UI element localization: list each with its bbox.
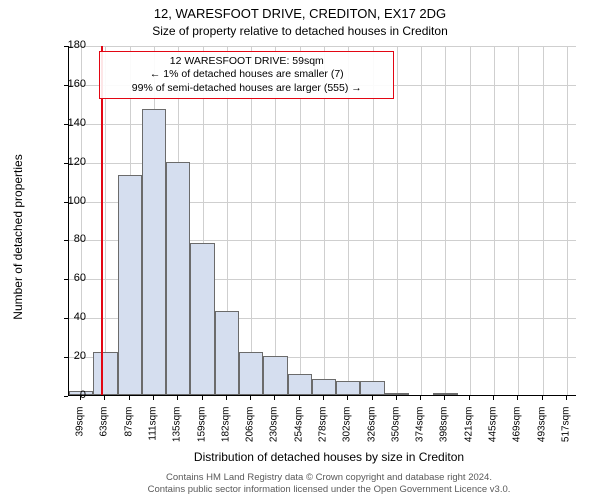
x-tick-label: 398sqm (439, 407, 450, 457)
y-tick-label: 40 (56, 311, 86, 323)
x-tick-mark (396, 396, 397, 400)
plot-area: 12 WARESFOOT DRIVE: 59sqm← 1% of detache… (68, 46, 576, 396)
y-tick-label: 180 (56, 39, 86, 51)
x-tick-mark (493, 396, 494, 400)
y-axis-label: Number of detached properties (11, 57, 25, 417)
x-tick-label: 135sqm (172, 407, 183, 457)
histogram-bar (263, 356, 287, 395)
y-tick-label: 160 (56, 78, 86, 90)
x-tick-mark (177, 396, 178, 400)
annotation-box: 12 WARESFOOT DRIVE: 59sqm← 1% of detache… (99, 51, 394, 98)
gridline-v (421, 46, 422, 395)
gridline-v (543, 46, 544, 395)
y-tick-mark (64, 396, 68, 397)
histogram-bar (433, 393, 457, 395)
y-tick-mark (64, 357, 68, 358)
y-tick-mark (64, 46, 68, 47)
x-tick-label: 182sqm (220, 407, 231, 457)
histogram-bar (166, 162, 190, 395)
gridline-v (81, 46, 82, 395)
x-tick-label: 230sqm (269, 407, 280, 457)
x-tick-mark (517, 396, 518, 400)
x-tick-label: 469sqm (512, 407, 523, 457)
x-tick-label: 445sqm (488, 407, 499, 457)
x-tick-mark (250, 396, 251, 400)
x-tick-mark (420, 396, 421, 400)
gridline-v (518, 46, 519, 395)
annotation-line: 99% of semi-detached houses are larger (… (106, 82, 387, 95)
y-tick-mark (64, 240, 68, 241)
gridline-v (445, 46, 446, 395)
histogram-bar (312, 379, 336, 395)
gridline-v (397, 46, 398, 395)
x-tick-label: 374sqm (415, 407, 426, 457)
x-tick-label: 111sqm (148, 407, 159, 457)
y-tick-label: 100 (56, 195, 86, 207)
footer-line-1: Contains HM Land Registry data © Crown c… (166, 472, 492, 483)
gridline-v (494, 46, 495, 395)
x-tick-label: 206sqm (245, 407, 256, 457)
chart-title: 12, WARESFOOT DRIVE, CREDITON, EX17 2DG (0, 6, 600, 21)
histogram-bar (385, 393, 409, 395)
x-tick-mark (226, 396, 227, 400)
x-tick-mark (274, 396, 275, 400)
footer-attribution: Contains HM Land Registry data © Crown c… (68, 472, 590, 496)
y-tick-mark (64, 124, 68, 125)
chart-subtitle: Size of property relative to detached ho… (0, 24, 600, 38)
x-tick-mark (80, 396, 81, 400)
y-tick-mark (64, 85, 68, 86)
y-tick-label: 120 (56, 156, 86, 168)
x-tick-label: 421sqm (463, 407, 474, 457)
x-tick-mark (104, 396, 105, 400)
y-tick-label: 60 (56, 272, 86, 284)
histogram-bar (118, 175, 142, 395)
x-tick-label: 493sqm (536, 407, 547, 457)
x-tick-label: 278sqm (318, 407, 329, 457)
annotation-line: ← 1% of detached houses are smaller (7) (106, 68, 387, 81)
y-tick-label: 20 (56, 350, 86, 362)
histogram-bar (288, 374, 312, 395)
histogram-bar (142, 109, 166, 395)
x-tick-mark (444, 396, 445, 400)
histogram-bar (190, 243, 214, 395)
x-tick-label: 326sqm (366, 407, 377, 457)
x-tick-mark (153, 396, 154, 400)
x-tick-mark (323, 396, 324, 400)
x-tick-label: 63sqm (99, 407, 110, 457)
y-tick-mark (64, 202, 68, 203)
histogram-bar (93, 352, 117, 395)
y-tick-mark (64, 279, 68, 280)
x-tick-mark (202, 396, 203, 400)
y-tick-label: 0 (56, 389, 86, 401)
y-tick-label: 140 (56, 117, 86, 129)
x-tick-mark (129, 396, 130, 400)
annotation-line: 12 WARESFOOT DRIVE: 59sqm (106, 55, 387, 68)
histogram-bar (336, 381, 360, 395)
x-tick-label: 87sqm (123, 407, 134, 457)
histogram-bar (239, 352, 263, 395)
gridline-v (470, 46, 471, 395)
y-tick-mark (64, 163, 68, 164)
x-tick-mark (566, 396, 567, 400)
footer-line-2: Contains public sector information licen… (148, 484, 511, 495)
gridline-v (567, 46, 568, 395)
y-tick-label: 80 (56, 233, 86, 245)
x-tick-label: 254sqm (293, 407, 304, 457)
gridline-h (69, 46, 576, 47)
x-tick-mark (469, 396, 470, 400)
x-tick-mark (542, 396, 543, 400)
x-tick-label: 39sqm (75, 407, 86, 457)
x-tick-label: 350sqm (390, 407, 401, 457)
x-tick-label: 159sqm (196, 407, 207, 457)
x-tick-mark (347, 396, 348, 400)
x-tick-label: 517sqm (560, 407, 571, 457)
histogram-bar (360, 381, 384, 395)
x-tick-mark (299, 396, 300, 400)
histogram-bar (215, 311, 239, 395)
y-tick-mark (64, 318, 68, 319)
x-tick-mark (372, 396, 373, 400)
x-tick-label: 302sqm (342, 407, 353, 457)
